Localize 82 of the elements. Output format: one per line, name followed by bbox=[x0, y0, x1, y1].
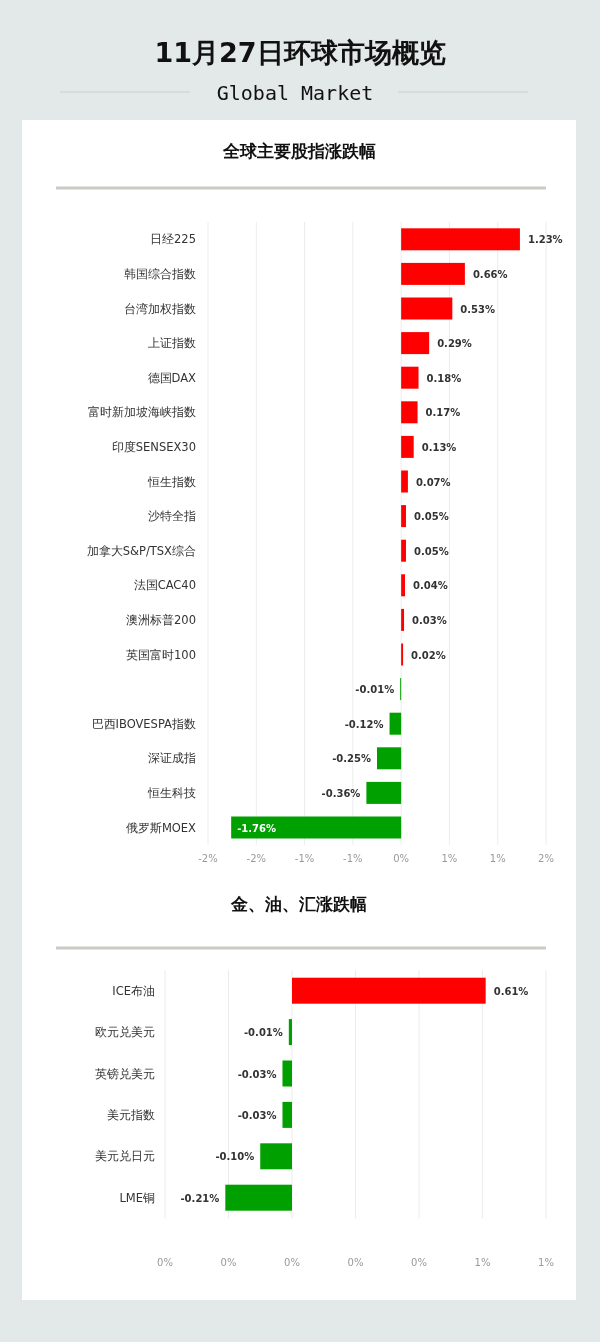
data-label: 0.18% bbox=[426, 372, 462, 384]
bar bbox=[401, 539, 406, 562]
y-tick-label: 沙特全指 bbox=[148, 509, 196, 524]
bar bbox=[401, 228, 520, 251]
data-label: 0.05% bbox=[413, 545, 449, 557]
x-tick-label: 0% bbox=[220, 1257, 237, 1268]
text: 11月27日环球市场概览 bbox=[154, 37, 446, 68]
data-label: 0.61% bbox=[493, 985, 529, 997]
x-tick-label: 1% bbox=[441, 853, 458, 864]
bar bbox=[401, 262, 465, 285]
text: Global Market bbox=[216, 81, 374, 105]
bar bbox=[401, 366, 419, 389]
data-label: 0.04% bbox=[413, 580, 448, 592]
data-label: -0.10% bbox=[215, 1151, 255, 1163]
x-tick-label: 2% bbox=[538, 853, 554, 864]
y-tick-label: 上证指数 bbox=[148, 336, 196, 351]
data-label: 0.05% bbox=[413, 511, 449, 523]
y-tick-label: 恒生科技 bbox=[147, 785, 196, 800]
data-label: -0.21% bbox=[180, 1192, 220, 1204]
y-tick-label: 韩国综合指数 bbox=[124, 266, 196, 281]
data-label: -1.76% bbox=[237, 822, 277, 834]
y-tick-label: 加拿大S&P/TSX综合 bbox=[86, 543, 196, 558]
bar bbox=[401, 470, 408, 493]
data-label: -0.01% bbox=[243, 1027, 283, 1039]
x-tick-label: 1% bbox=[538, 1257, 554, 1268]
data-label: 0.07% bbox=[415, 476, 451, 488]
data-label: 0.66% bbox=[472, 268, 508, 280]
bar bbox=[366, 781, 402, 804]
data-label: 0.29% bbox=[437, 338, 472, 350]
y-tick-label: 英镑兑美元 bbox=[95, 1066, 155, 1081]
data-label: 0.17% bbox=[425, 407, 461, 419]
data-label: 0.03% bbox=[412, 614, 447, 626]
y-tick-label: 美元指数 bbox=[107, 1107, 155, 1122]
x-tick-label: -2% bbox=[198, 853, 218, 864]
y-tick-label: LME铜 bbox=[119, 1190, 155, 1205]
bar bbox=[377, 747, 402, 770]
data-label: 1.23% bbox=[527, 234, 563, 246]
bar bbox=[401, 332, 430, 355]
y-tick-label: ICE布油 bbox=[112, 983, 155, 998]
y-tick-label: 英国富时100 bbox=[126, 647, 196, 662]
y-tick-label: 欧元兑美元 bbox=[95, 1025, 155, 1040]
y-tick-label: 印度SENSEX30 bbox=[111, 439, 196, 454]
x-tick-label: 0% bbox=[157, 1257, 173, 1268]
y-tick-label: 俄罗斯MOEX bbox=[125, 820, 197, 835]
data-label: -0.01% bbox=[355, 684, 395, 696]
bar bbox=[401, 401, 418, 424]
x-tick-label: 1% bbox=[474, 1257, 491, 1268]
x-tick-label: -2% bbox=[246, 853, 267, 864]
y-tick-label: 恒生指数 bbox=[147, 474, 196, 489]
data-label: -0.03% bbox=[237, 1068, 277, 1080]
bar bbox=[401, 297, 453, 320]
bar bbox=[401, 574, 406, 597]
y-tick-label: 澳洲标普200 bbox=[126, 612, 196, 627]
data-label: -0.12% bbox=[344, 718, 384, 730]
data-label: 0.13% bbox=[421, 441, 457, 453]
x-tick-label: 0% bbox=[393, 853, 410, 864]
y-tick-label: 德国DAX bbox=[147, 370, 197, 385]
data-label: 0.02% bbox=[411, 649, 446, 661]
y-tick-label: 巴西IBOVESPA指数 bbox=[91, 716, 196, 731]
x-tick-label: -1% bbox=[294, 853, 315, 864]
x-tick-label: 0% bbox=[347, 1257, 364, 1268]
x-tick-label: 0% bbox=[411, 1257, 427, 1268]
bar bbox=[401, 435, 414, 458]
y-tick-label: 法国CAC40 bbox=[133, 578, 196, 593]
y-tick-label: 日经225 bbox=[150, 232, 196, 247]
y-tick-label: 富时新加坡海峡指数 bbox=[88, 405, 196, 420]
y-tick-label: 美元兑日元 bbox=[95, 1149, 155, 1164]
chart-title: 全球主要股指涨跌幅 bbox=[221, 141, 376, 161]
bar bbox=[401, 505, 406, 528]
chart-title: 金、油、汇涨跌幅 bbox=[230, 894, 367, 914]
data-label: -0.03% bbox=[237, 1109, 277, 1121]
y-tick-label: 深证成指 bbox=[148, 751, 196, 766]
x-tick-label: -1% bbox=[343, 853, 363, 864]
data-label: -0.36% bbox=[321, 787, 361, 799]
x-tick-label: 0% bbox=[284, 1257, 300, 1268]
data-label: -0.25% bbox=[332, 753, 371, 765]
bar bbox=[231, 816, 402, 839]
y-tick-label: 台湾加权指数 bbox=[124, 301, 196, 316]
x-tick-label: 1% bbox=[489, 853, 506, 864]
bar bbox=[401, 608, 405, 631]
data-label: 0.53% bbox=[460, 303, 496, 315]
bar bbox=[389, 712, 402, 735]
